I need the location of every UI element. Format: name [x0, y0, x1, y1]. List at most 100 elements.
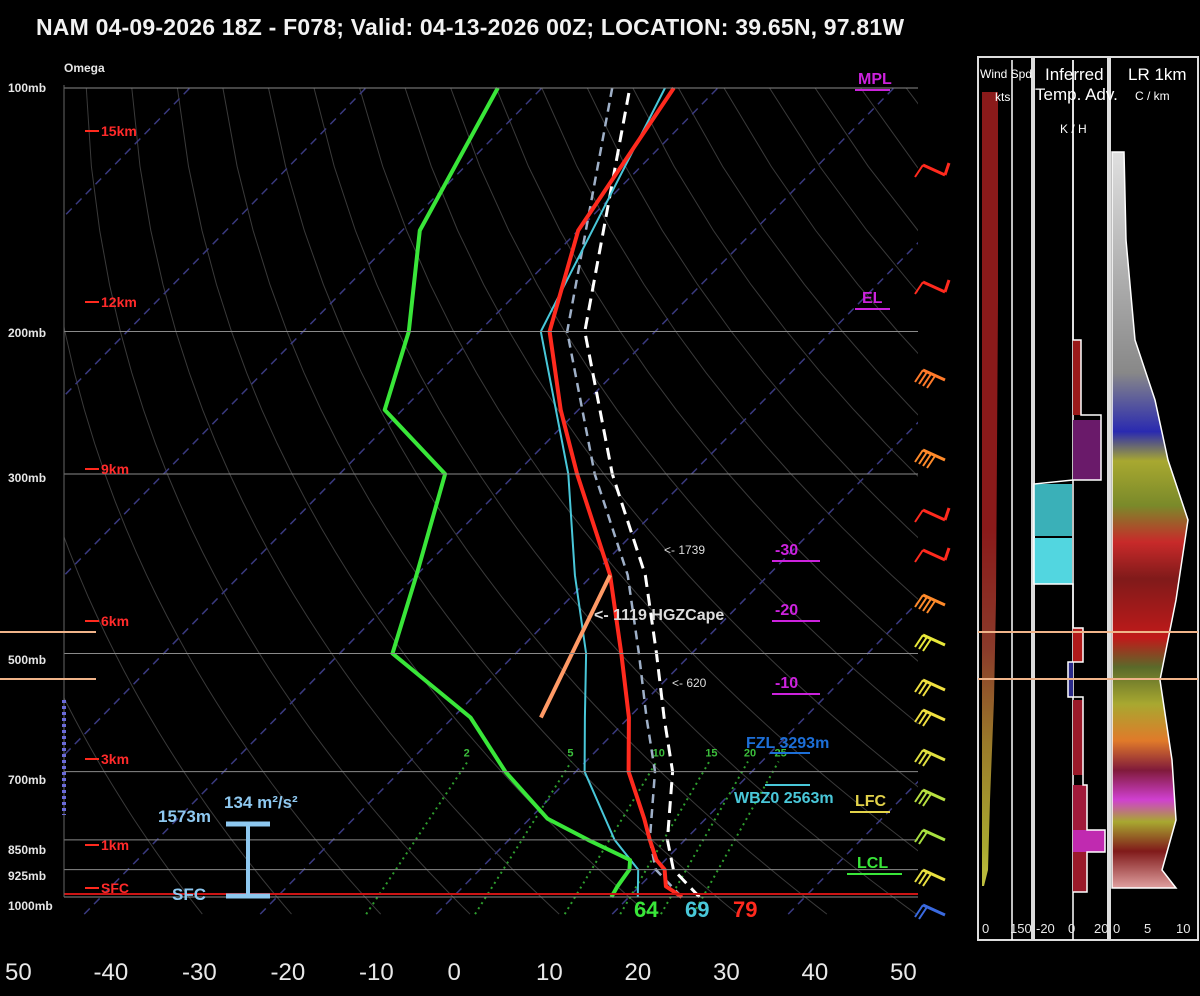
wind-tick: 150: [1010, 921, 1032, 936]
height-label: 15km: [101, 123, 137, 139]
tadv-bar: [1034, 484, 1072, 536]
srh-value-label: 134 m²/s²: [224, 793, 298, 812]
hgz-segment: [539, 574, 612, 719]
dry-adiabat: [586, 87, 918, 539]
dry-adiabat: [64, 696, 203, 915]
tadv-tick: 20: [1094, 921, 1108, 936]
dry-adiabat: [495, 87, 918, 662]
mixing-ratio-label: 15: [705, 747, 717, 759]
pressure-label: 300mb: [8, 471, 46, 485]
lapse-tick: 5: [1144, 921, 1151, 936]
wind-barb: [922, 448, 946, 462]
x-tick-label: -40: [94, 959, 129, 986]
pressure-label: 925mb: [8, 869, 46, 883]
dry-adiabat: [176, 87, 649, 915]
mixing-ratio-label: 10: [653, 747, 665, 759]
tadv-bar: [1073, 700, 1083, 775]
mixing-ratio-label: 5: [567, 747, 573, 759]
mixing-ratio-line: [563, 760, 658, 915]
tadv-bar: [1073, 785, 1087, 830]
lapse-tick: 10: [1176, 921, 1190, 936]
wind-barb: [922, 280, 946, 294]
wind-barb-tick: [914, 789, 924, 803]
x-tick-label: 20: [625, 959, 652, 986]
wind-barb: [922, 508, 946, 522]
dry-adiabat: [64, 535, 292, 915]
wind-barb-tick: [918, 831, 928, 845]
tadv-bar: [1034, 538, 1072, 584]
tadv-panel-title2: Temp. Adv.: [1035, 85, 1118, 104]
wind-barb: [922, 868, 946, 882]
wind-barb: [922, 548, 946, 562]
isotherm-line: [435, 421, 918, 915]
cape-1739-label: <- 1739: [664, 543, 705, 557]
wind-barb-tick: [914, 449, 924, 463]
wind-barb-tick: [922, 713, 932, 727]
wind-barb-tick: [918, 906, 928, 920]
sfc-dewpoint-label: 64: [634, 897, 659, 922]
height-label: 6km: [101, 613, 129, 629]
wind-barb-tick: [914, 281, 924, 295]
wind-barb-tick: [914, 549, 924, 563]
tadv-outline: [1033, 60, 1106, 893]
isotherm-line: [64, 87, 367, 398]
pressure-label: 100mb: [8, 81, 46, 95]
tadv-bar: [1073, 628, 1083, 662]
lapse-panel-units: C / km: [1135, 89, 1170, 103]
wind-barb-tick: [926, 455, 936, 469]
wind-barb-tick: [918, 371, 928, 385]
x-tick-label: 50: [890, 959, 917, 986]
wind-barb-tick: [922, 683, 932, 697]
wind-barb-tick: [914, 709, 924, 723]
wind-barb-tick: [914, 164, 924, 178]
wind-barb-tick: [922, 453, 932, 467]
pressure-label: 700mb: [8, 773, 46, 787]
temperature-trace: [547, 86, 683, 899]
tadv-tick: 0: [1068, 921, 1075, 936]
tadv-bar: [1073, 830, 1105, 852]
lapse-rate-profile: [1111, 151, 1189, 889]
parcel-trace: [583, 87, 701, 899]
wind-barb-flag: [943, 279, 951, 293]
isotherm-line: [83, 87, 895, 915]
dry-adiabat: [85, 87, 471, 915]
x-tick-label: -20: [271, 959, 306, 986]
wind-barb-tick: [922, 873, 932, 887]
cape-hgz-label: <- 1119 HGZCape: [594, 607, 724, 624]
isotherm-m30-label: -30: [775, 542, 798, 559]
wind-barb-tick: [918, 791, 928, 805]
tadv-panel-title: Inferred: [1045, 65, 1104, 84]
wind-barb-tick: [914, 904, 924, 918]
x-tick-label: -10: [359, 959, 394, 986]
wind-barb-flag: [943, 507, 951, 521]
tadv-bar: [1073, 420, 1101, 480]
isotherm-line: [64, 87, 543, 577]
wind-barb: [922, 903, 946, 917]
mixing-ratio-line: [365, 760, 469, 915]
wind-barb-tick: [914, 594, 924, 608]
chart-title: NAM 04-09-2026 18Z - F078; Valid: 04-13-…: [36, 14, 905, 40]
tadv-tick: -20: [1036, 921, 1055, 936]
mixing-ratio-line: [474, 760, 573, 915]
wind-barb-flag: [943, 162, 951, 176]
sfc-wetbulb-label: 69: [685, 897, 709, 922]
x-tick-label: 40: [802, 959, 829, 986]
omega-label: Omega: [64, 61, 105, 75]
wind-barb-tick: [918, 681, 928, 695]
dry-adiabat: [313, 87, 917, 915]
wind-barb: [922, 593, 946, 607]
wind-barb-tick: [914, 369, 924, 383]
wind-panel-title: Wind Spd: [980, 67, 1032, 81]
wind-speed-profile: [982, 92, 998, 886]
wind-barb-tick: [918, 871, 928, 885]
wind-barb: [922, 708, 946, 722]
dry-adiabat: [64, 323, 382, 915]
wind-barb-tick: [914, 634, 924, 648]
wind-barb-tick: [914, 509, 924, 523]
wind-barb-tick: [926, 600, 936, 614]
wind-barb: [922, 163, 946, 177]
lapse-panel-title: LR 1km: [1128, 65, 1187, 84]
dry-adiabat: [131, 87, 560, 915]
x-tick-label: 50: [5, 959, 32, 986]
